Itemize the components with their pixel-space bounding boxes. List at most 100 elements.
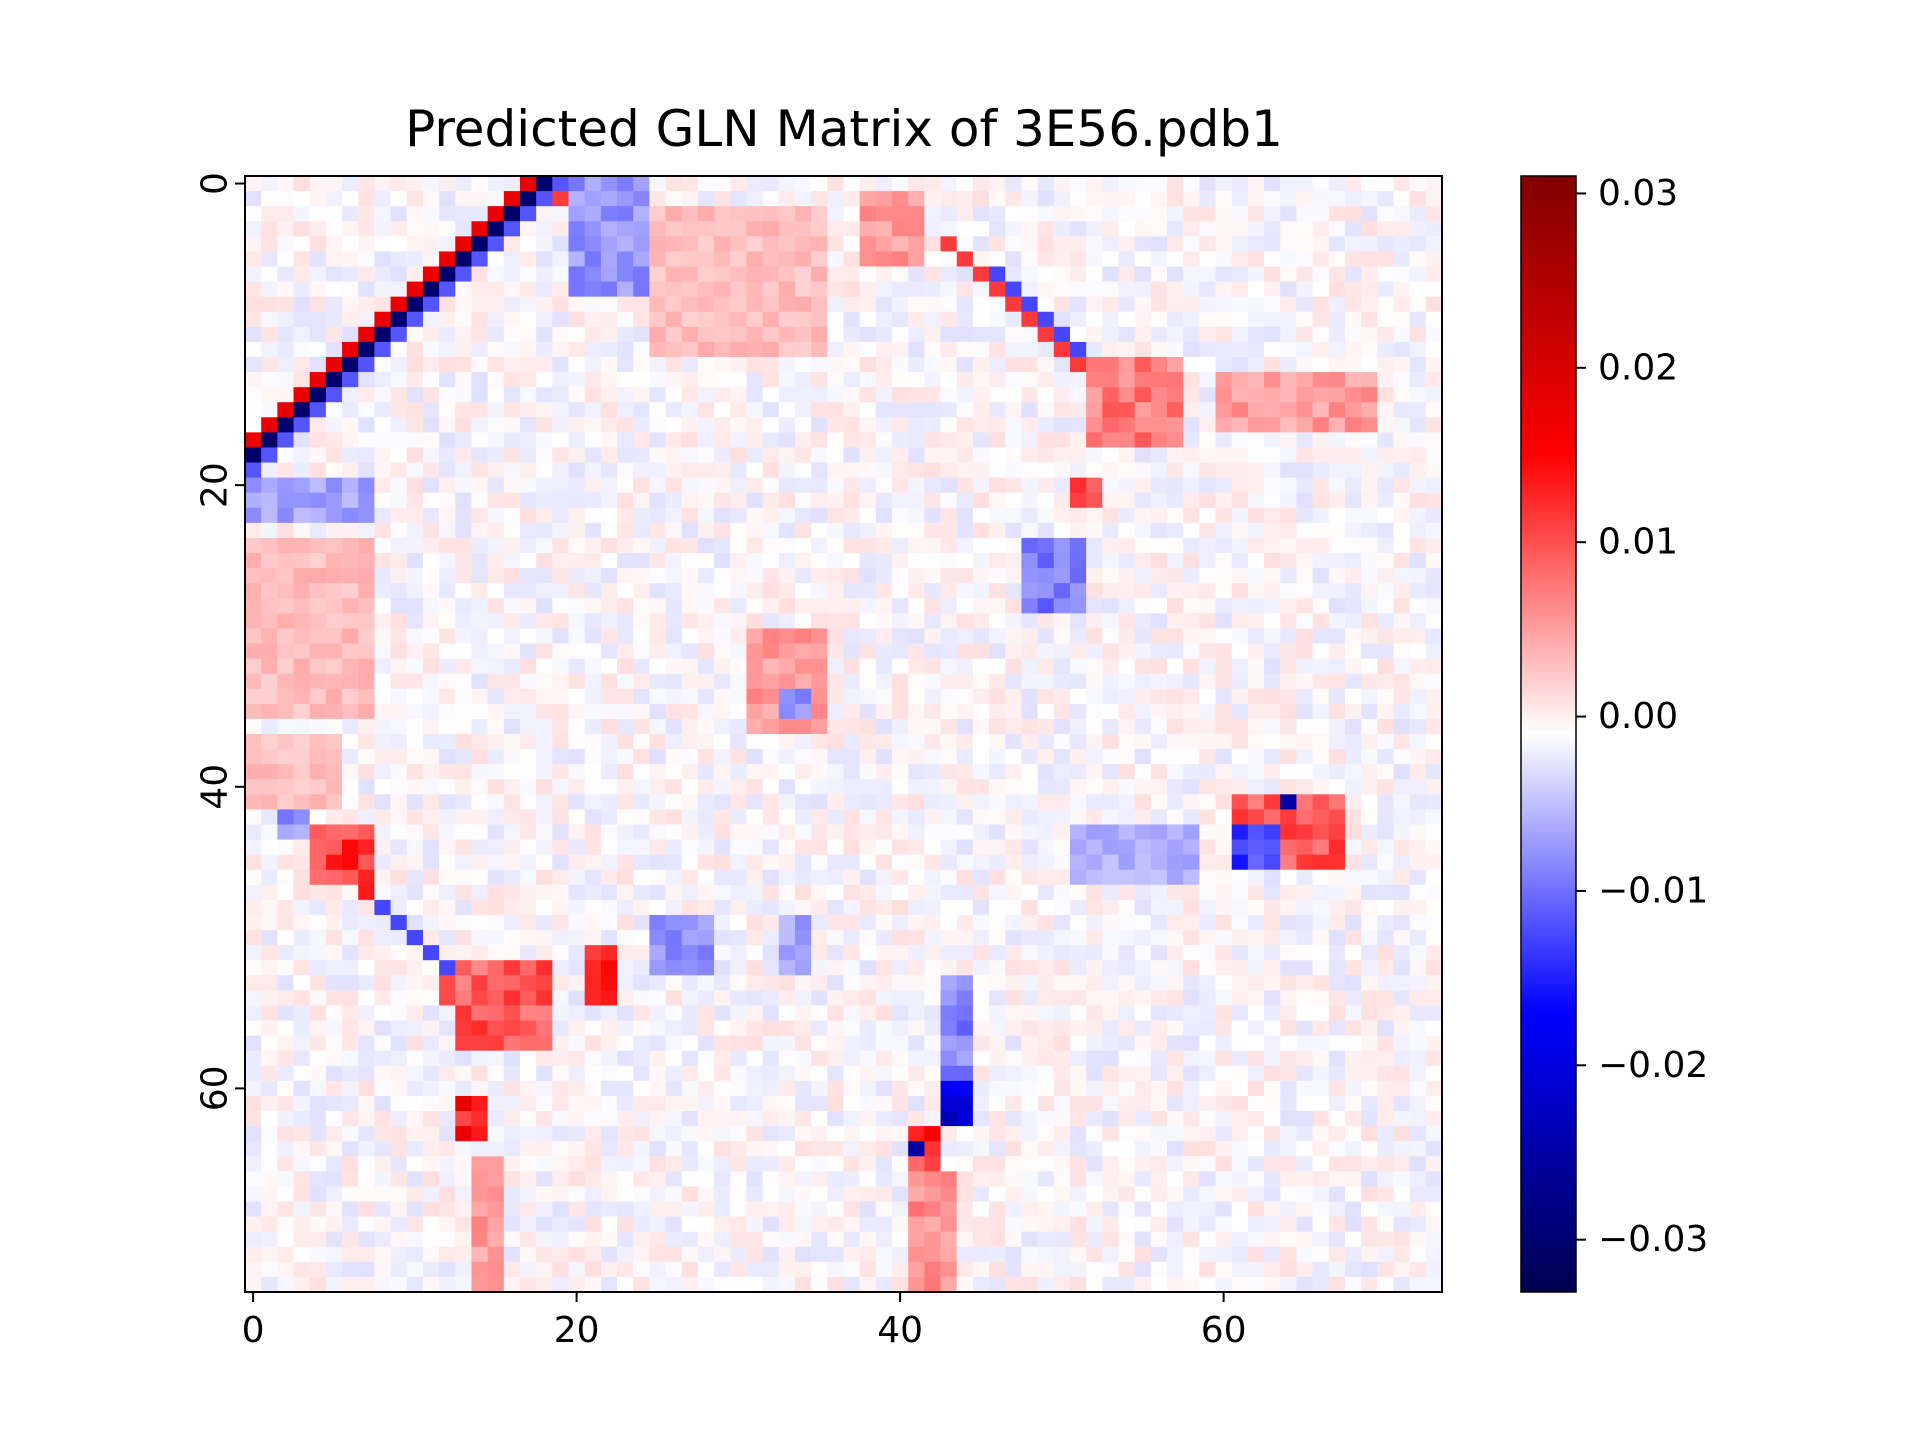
heatmap-cell xyxy=(536,809,553,825)
heatmap-cell xyxy=(309,1171,327,1187)
heatmap-cell xyxy=(1134,251,1152,267)
heatmap-cell xyxy=(1409,945,1427,961)
heatmap-cell xyxy=(1215,734,1233,750)
heatmap-cell xyxy=(536,356,553,373)
heatmap-cell xyxy=(422,930,440,946)
heatmap-cell xyxy=(245,191,262,207)
heatmap-cell xyxy=(374,296,391,313)
heatmap-cell xyxy=(422,176,440,192)
heatmap-cell xyxy=(1264,356,1281,373)
heatmap-cell xyxy=(892,990,909,1006)
heatmap-cell xyxy=(794,1065,812,1082)
heatmap-cell xyxy=(1150,1171,1168,1187)
heatmap-cell xyxy=(261,236,278,252)
heatmap-cell xyxy=(325,402,343,418)
heatmap-cell xyxy=(649,809,666,825)
heatmap-cell xyxy=(1409,1065,1427,1082)
heatmap-cell xyxy=(568,1020,586,1037)
heatmap-cell xyxy=(1005,387,1022,403)
heatmap-cell xyxy=(989,975,1006,991)
heatmap-cell xyxy=(1021,236,1039,252)
heatmap-cell xyxy=(1005,326,1022,343)
heatmap-cell xyxy=(1118,447,1136,463)
heatmap-cell xyxy=(1296,176,1313,192)
heatmap-cell xyxy=(843,372,861,388)
heatmap-cell xyxy=(1086,281,1103,298)
heatmap-cell xyxy=(908,281,925,298)
heatmap-cell xyxy=(908,176,925,192)
heatmap-cell xyxy=(309,583,327,599)
heatmap-cell xyxy=(1215,1035,1233,1052)
heatmap-cell xyxy=(519,537,537,554)
heatmap-cell xyxy=(1086,658,1103,675)
heatmap-cell xyxy=(1167,960,1184,976)
heatmap-cell xyxy=(503,975,521,991)
heatmap-cell xyxy=(261,643,278,659)
heatmap-cell xyxy=(714,628,731,644)
heatmap-cell xyxy=(1409,734,1427,750)
heatmap-cell xyxy=(1328,341,1346,358)
heatmap-cell xyxy=(1134,281,1152,298)
heatmap-cell xyxy=(1377,1095,1394,1112)
heatmap-cell xyxy=(746,628,764,644)
heatmap-cell xyxy=(406,1171,424,1187)
heatmap-cell xyxy=(1037,221,1055,237)
heatmap-cell xyxy=(762,507,780,524)
heatmap-cell xyxy=(730,930,747,946)
heatmap-cell xyxy=(1215,884,1233,901)
heatmap-cell xyxy=(455,1156,472,1172)
heatmap-cell xyxy=(1021,794,1039,810)
heatmap-cell xyxy=(309,839,327,856)
heatmap-cell xyxy=(1118,507,1136,524)
heatmap-cell xyxy=(1280,839,1297,856)
heatmap-cell xyxy=(519,372,537,388)
heatmap-cell xyxy=(665,402,683,418)
heatmap-cell xyxy=(1231,492,1249,509)
heatmap-cell xyxy=(762,417,780,433)
heatmap-cell xyxy=(746,1050,764,1067)
heatmap-cell xyxy=(439,251,456,267)
heatmap-cell xyxy=(1102,854,1119,871)
heatmap-cell xyxy=(1361,477,1378,494)
heatmap-cell xyxy=(600,251,618,267)
heatmap-cell xyxy=(714,1156,731,1172)
heatmap-cell xyxy=(277,809,294,825)
heatmap-cell xyxy=(1053,854,1071,871)
heatmap-cell xyxy=(584,492,602,509)
heatmap-cell xyxy=(406,703,424,720)
heatmap-cell xyxy=(924,341,941,358)
heatmap-cell xyxy=(1425,824,1443,840)
heatmap-cell xyxy=(1069,251,1087,267)
heatmap-cell xyxy=(1102,1141,1119,1157)
heatmap-cell xyxy=(1264,447,1281,463)
heatmap-cell xyxy=(697,341,715,358)
heatmap-cell xyxy=(633,356,650,373)
heatmap-cell xyxy=(406,492,424,509)
heatmap-cell xyxy=(1021,945,1039,961)
heatmap-cell xyxy=(1328,537,1346,554)
heatmap-cell xyxy=(519,251,537,267)
heatmap-cell xyxy=(1086,1005,1103,1021)
heatmap-cell xyxy=(908,553,925,569)
heatmap-cell xyxy=(762,537,780,554)
heatmap-cell xyxy=(342,176,359,192)
heatmap-cell xyxy=(1377,628,1394,644)
heatmap-cell xyxy=(681,296,699,313)
heatmap-cell xyxy=(1086,236,1103,252)
heatmap-cell xyxy=(390,568,408,584)
heatmap-cell xyxy=(714,975,731,991)
heatmap-cell xyxy=(584,945,602,961)
heatmap-cell xyxy=(908,236,925,252)
heatmap-cell xyxy=(1005,553,1022,569)
heatmap-cell xyxy=(940,1156,958,1172)
heatmap-cell xyxy=(552,613,569,629)
heatmap-cell xyxy=(406,402,424,418)
heatmap-cell xyxy=(1053,553,1071,569)
heatmap-cell xyxy=(956,191,974,207)
heatmap-cell xyxy=(277,296,294,313)
heatmap-cell xyxy=(1231,326,1249,343)
heatmap-cell xyxy=(875,779,893,795)
heatmap-cell xyxy=(681,417,699,433)
heatmap-cell xyxy=(245,749,262,765)
heatmap-cell xyxy=(908,839,925,856)
